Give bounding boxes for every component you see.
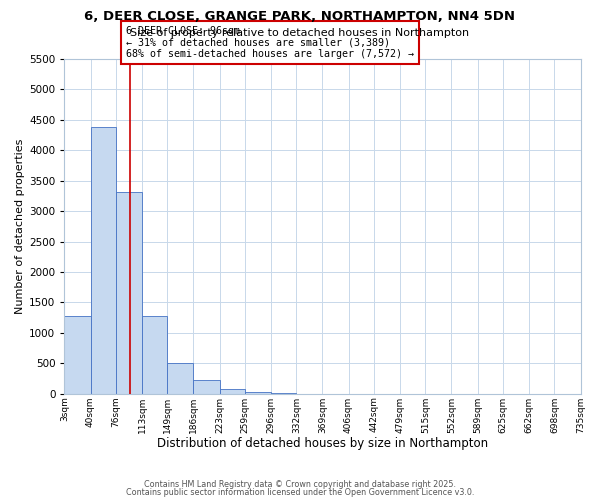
X-axis label: Distribution of detached houses by size in Northampton: Distribution of detached houses by size … — [157, 437, 488, 450]
Text: Contains HM Land Registry data © Crown copyright and database right 2025.: Contains HM Land Registry data © Crown c… — [144, 480, 456, 489]
Text: Contains public sector information licensed under the Open Government Licence v3: Contains public sector information licen… — [126, 488, 474, 497]
Text: Size of property relative to detached houses in Northampton: Size of property relative to detached ho… — [130, 28, 470, 38]
Bar — [116, 192, 142, 394]
Text: 6, DEER CLOSE, GRANGE PARK, NORTHAMPTON, NN4 5DN: 6, DEER CLOSE, GRANGE PARK, NORTHAMPTON,… — [85, 10, 515, 23]
Bar — [91, 127, 116, 394]
Bar — [167, 364, 193, 394]
Bar — [193, 380, 220, 394]
Bar — [245, 392, 271, 394]
Y-axis label: Number of detached properties: Number of detached properties — [15, 138, 25, 314]
Bar — [64, 316, 91, 394]
Bar — [142, 316, 167, 394]
Text: 6 DEER CLOSE: 96sqm
← 31% of detached houses are smaller (3,389)
68% of semi-det: 6 DEER CLOSE: 96sqm ← 31% of detached ho… — [127, 26, 415, 59]
Bar — [220, 389, 245, 394]
